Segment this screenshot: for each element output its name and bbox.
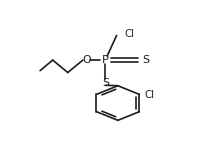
Text: Cl: Cl	[124, 29, 135, 39]
Text: O: O	[83, 55, 91, 65]
Text: Cl: Cl	[145, 90, 154, 100]
Text: S: S	[142, 55, 149, 65]
Text: P: P	[102, 55, 109, 65]
Text: S: S	[102, 78, 109, 88]
